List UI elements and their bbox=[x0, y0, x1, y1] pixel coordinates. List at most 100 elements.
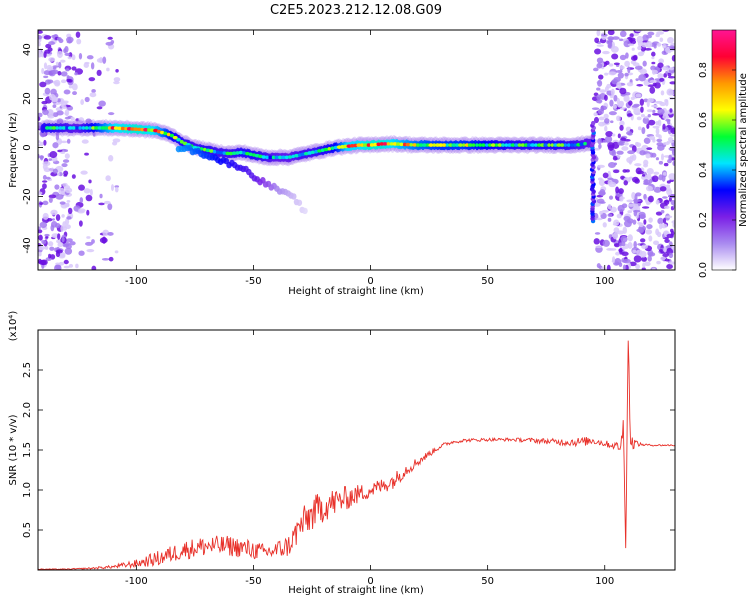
noise-speckle bbox=[61, 104, 67, 109]
noise-speckle bbox=[652, 109, 656, 114]
noise-speckle bbox=[667, 75, 675, 79]
noise-speckle bbox=[596, 62, 603, 69]
noise-speckle bbox=[596, 87, 601, 91]
noise-speckle bbox=[646, 147, 653, 150]
ridge-core bbox=[271, 155, 276, 160]
ridge-core bbox=[543, 143, 549, 147]
noise-speckle bbox=[601, 33, 608, 37]
y-tick-label: 1.0 bbox=[22, 482, 33, 498]
noise-speckle bbox=[107, 232, 114, 236]
noise-speckle bbox=[648, 178, 653, 184]
ridge-core bbox=[409, 142, 414, 147]
noise-speckle bbox=[69, 241, 76, 246]
noise-speckle bbox=[602, 239, 610, 247]
noise-speckle bbox=[59, 201, 66, 205]
noise-speckle bbox=[66, 216, 72, 220]
noise-speckle bbox=[61, 190, 67, 196]
noise-speckle bbox=[628, 203, 635, 207]
noise-speckle bbox=[667, 158, 672, 164]
noise-speckle bbox=[634, 163, 642, 167]
noise-speckle bbox=[98, 100, 106, 107]
noise-speckle bbox=[662, 171, 667, 176]
colorbar-label: Normalized spectral amplitude bbox=[738, 73, 749, 227]
noise-speckle bbox=[632, 62, 640, 67]
ridge-core bbox=[373, 142, 378, 147]
noise-speckle bbox=[647, 84, 655, 88]
noise-speckle bbox=[595, 245, 603, 249]
noise-speckle bbox=[48, 194, 57, 199]
noise-speckle bbox=[38, 259, 47, 265]
y-tick-label: 40 bbox=[22, 43, 33, 56]
noise-speckle bbox=[635, 93, 642, 98]
branch-blob bbox=[302, 207, 308, 215]
ridge-core bbox=[399, 142, 404, 147]
ridge-core bbox=[274, 155, 280, 160]
noise-speckle bbox=[91, 265, 97, 270]
snr-panel: -100 -50 0 50 100 0.5 1.0 1.5 2.0 2.5 Height of … bbox=[8, 311, 676, 596]
noise-speckle bbox=[597, 138, 602, 145]
ridge-core bbox=[550, 143, 554, 147]
ridge-core bbox=[113, 126, 119, 130]
noise-speckle bbox=[635, 142, 642, 148]
noise-speckle bbox=[60, 79, 67, 84]
ridge-core bbox=[242, 151, 246, 155]
noise-speckle bbox=[58, 261, 65, 266]
noise-speckle bbox=[643, 219, 647, 225]
noise-speckle bbox=[607, 162, 616, 168]
noise-speckle bbox=[38, 191, 43, 195]
noise-speckle bbox=[607, 142, 615, 149]
noise-speckle bbox=[39, 81, 47, 88]
noise-speckle bbox=[616, 81, 622, 89]
noise-speckle bbox=[52, 66, 57, 70]
y-tick-label: 0 bbox=[22, 144, 33, 150]
ridge-core bbox=[287, 155, 293, 159]
noise-speckle bbox=[607, 177, 614, 181]
noise-speckle bbox=[47, 109, 54, 117]
noise-speckle bbox=[66, 75, 70, 79]
noise-speckle bbox=[627, 150, 635, 155]
noise-speckle bbox=[611, 133, 616, 137]
noise-speckle bbox=[604, 118, 610, 124]
noise-speckle bbox=[608, 63, 614, 67]
ridge-core bbox=[389, 142, 394, 146]
noise-speckle bbox=[663, 162, 669, 167]
noise-speckle bbox=[670, 127, 675, 135]
noise-speckle bbox=[633, 210, 638, 217]
ridge-core bbox=[579, 142, 585, 147]
noise-speckle bbox=[666, 263, 673, 270]
snr-y-scale-label: (x10⁴) bbox=[8, 311, 19, 342]
noise-speckle bbox=[612, 232, 619, 240]
noise-speckle bbox=[652, 125, 660, 129]
noise-speckle bbox=[68, 263, 74, 268]
noise-speckle bbox=[63, 149, 69, 153]
noise-speckle bbox=[642, 60, 647, 67]
noise-speckle bbox=[619, 124, 624, 131]
noise-speckle bbox=[606, 264, 611, 270]
noise-speckle bbox=[627, 210, 633, 214]
noise-speckle bbox=[38, 30, 43, 34]
ridge-core bbox=[153, 128, 159, 133]
ridge-core bbox=[382, 142, 388, 146]
ridge-core bbox=[471, 143, 476, 147]
noise-speckle bbox=[656, 42, 662, 47]
ridge-core bbox=[376, 142, 381, 147]
noise-speckle bbox=[666, 119, 671, 125]
noise-speckle bbox=[636, 35, 644, 44]
ridge-core bbox=[310, 150, 316, 155]
noise-speckle bbox=[61, 236, 65, 243]
noise-speckle bbox=[62, 159, 70, 163]
ridge-core bbox=[294, 153, 300, 158]
noise-speckle bbox=[71, 174, 76, 179]
noise-speckle bbox=[647, 97, 654, 103]
noise-speckle bbox=[55, 214, 61, 222]
noise-speckle bbox=[609, 248, 617, 251]
noise-speckle bbox=[64, 116, 72, 120]
ridge-core bbox=[485, 143, 489, 147]
noise-speckle bbox=[615, 70, 623, 73]
noise-speckle bbox=[630, 96, 635, 101]
ridge-core bbox=[55, 126, 59, 130]
noise-speckle bbox=[651, 267, 656, 270]
ridge-core bbox=[265, 155, 269, 160]
ridge-core bbox=[81, 126, 86, 130]
noise-speckle bbox=[655, 157, 660, 161]
